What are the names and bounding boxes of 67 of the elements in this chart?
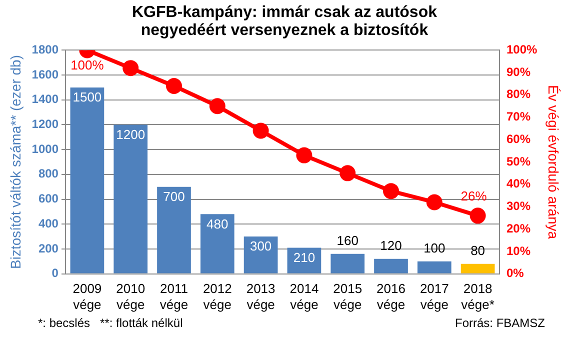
point <box>383 183 400 200</box>
point <box>252 122 269 139</box>
x-tick-label: 2015 vége <box>333 281 362 312</box>
data-label: 100% <box>70 57 104 72</box>
y-tick-label: 1400 <box>32 92 59 106</box>
bar <box>460 264 495 274</box>
bar <box>157 186 191 274</box>
x-tick-label: 2012 vége <box>202 281 232 312</box>
data-label: 210 <box>293 250 316 265</box>
point <box>426 194 442 210</box>
y-tick-label: 1200 <box>32 117 59 132</box>
y-tick-label: 1600 <box>32 67 59 82</box>
point <box>166 78 182 94</box>
y2-axis-title: Év végi évforduló aránya <box>546 84 562 240</box>
x-tick-label: 2018 vége* <box>461 281 494 312</box>
x-tick-label: 2016 vége <box>376 281 406 312</box>
point <box>296 147 312 164</box>
y2-tick-label: 10% <box>506 244 531 258</box>
y-tick-label: 800 <box>38 166 59 181</box>
y2-tick-label: 100% <box>506 42 538 57</box>
data-label: 80 <box>470 242 486 258</box>
bar <box>330 254 365 274</box>
bar <box>200 214 234 274</box>
bar <box>114 124 148 274</box>
x-tick-label: 2014 vége <box>290 281 319 312</box>
x-tick-label: 2017 vége <box>420 281 449 312</box>
data-label: 700 <box>163 188 185 204</box>
x-tick-label: 2013 vége <box>246 281 276 312</box>
y2-tick-label: 80% <box>506 87 531 102</box>
y2-tick-label: 0% <box>506 266 524 280</box>
data-label: 1200 <box>116 126 146 142</box>
data-label: 1500 <box>72 90 102 105</box>
y2-tick-label: 60% <box>506 132 531 146</box>
y-tick-label: 1800 <box>32 42 59 57</box>
text: Forrás: FBAMSZ <box>454 316 545 330</box>
data-label: 26% <box>460 188 488 204</box>
y-tick-label: 0 <box>52 266 59 280</box>
point <box>122 60 139 76</box>
y2-tick-label: 70% <box>506 110 531 124</box>
y2-tick-label: 90% <box>506 64 531 79</box>
y2-tick-label: 30% <box>506 199 531 214</box>
bar <box>244 236 278 274</box>
y2-tick-label: 20% <box>506 221 531 236</box>
bar <box>417 261 452 274</box>
data-label: 120 <box>380 238 402 253</box>
y2-tick-label: 40% <box>506 176 531 191</box>
y-axis-title: Biztosítót váltók száma** (ezer db) <box>7 55 24 269</box>
y-tick-label: 400 <box>38 216 59 230</box>
x-tick-label: 2011 vége <box>160 281 188 312</box>
chart-title: KGFB-kampány: immár csak az autósok negyedéért versenyeznek a biztosítók <box>131 4 438 40</box>
y-tick-label: 200 <box>38 241 59 256</box>
bar <box>374 258 408 274</box>
y2-tick-label: 50% <box>506 154 531 168</box>
data-label: 300 <box>250 238 272 254</box>
data-label: 160 <box>336 233 358 248</box>
text: *: becslés **: flották nélkül <box>38 316 183 330</box>
y-tick-label: 1000 <box>32 142 59 156</box>
y-tick-label: 600 <box>38 192 59 206</box>
x-tick-label: 2009 vége <box>72 281 102 312</box>
point <box>209 98 226 114</box>
x-tick-label: 2010 vége <box>116 281 146 312</box>
bar <box>287 248 322 274</box>
point <box>470 208 486 224</box>
data-label: 480 <box>206 216 228 232</box>
bar <box>70 87 104 274</box>
data-label: 100 <box>424 240 446 256</box>
point <box>340 165 356 182</box>
